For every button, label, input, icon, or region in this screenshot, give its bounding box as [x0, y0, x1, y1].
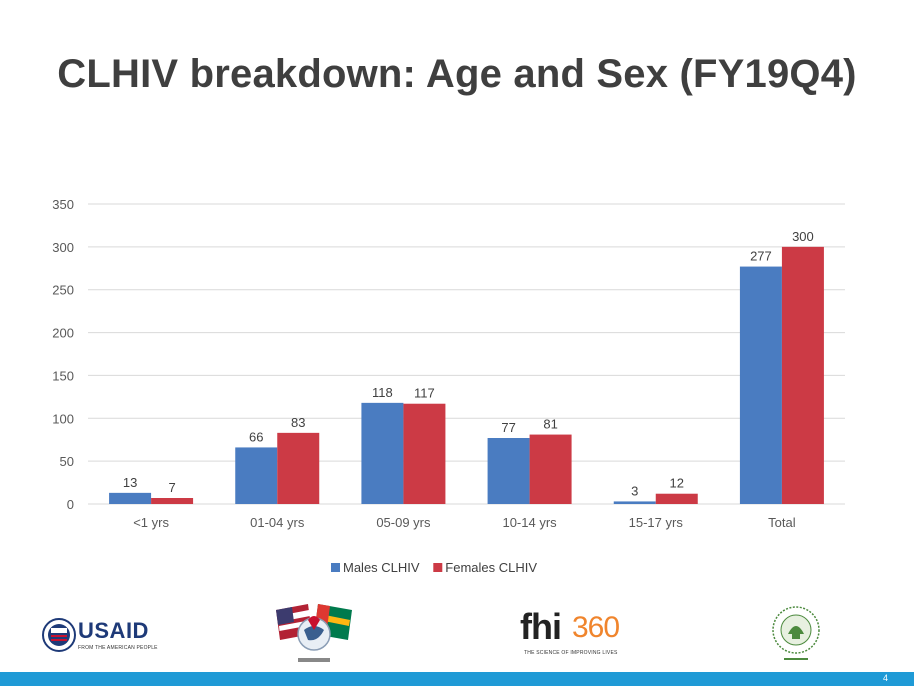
legend-label: Males CLHIV — [343, 560, 420, 575]
flags-icon — [276, 604, 352, 662]
bar-chart: 0 50 100 150 200 250 300 350 13 7 <1 yrs 66 83 01-04 … — [52, 197, 845, 575]
bar-male — [739, 266, 782, 504]
bar-male — [361, 402, 404, 504]
bar-female — [655, 493, 698, 504]
data-label: 77 — [501, 420, 515, 435]
data-label: 300 — [792, 229, 814, 244]
y-tick-label: 350 — [52, 197, 74, 212]
fhi-logo-number: 360 — [572, 611, 620, 644]
y-tick-label: 200 — [52, 326, 74, 341]
bar-female — [529, 434, 572, 504]
bar-female — [277, 432, 320, 504]
bar-male — [487, 438, 530, 504]
usaid-logo: USAID FROM THE AMERICAN PEOPLE — [40, 612, 170, 658]
legend-swatch — [433, 563, 443, 572]
y-tick-label: 250 — [52, 283, 74, 298]
x-tick-label: 15-17 yrs — [629, 515, 684, 530]
data-label: 118 — [372, 385, 393, 400]
partnership-flags-emblem — [268, 600, 360, 668]
data-label: 3 — [631, 483, 638, 498]
usaid-tagline: FROM THE AMERICAN PEOPLE — [78, 645, 158, 651]
footer-bar — [0, 672, 914, 686]
legend-label: Females CLHIV — [445, 560, 537, 575]
slide-title: CLHIV breakdown: Age and Sex (FY19Q4) — [57, 52, 857, 96]
bar-male — [235, 447, 278, 504]
data-label: 277 — [750, 249, 772, 264]
data-label: 83 — [291, 415, 305, 430]
data-label: 81 — [543, 417, 557, 432]
data-label: 7 — [168, 480, 175, 495]
x-tick-label: <1 yrs — [133, 515, 169, 530]
legend-swatch — [331, 563, 340, 572]
y-tick-label: 300 — [52, 240, 74, 255]
x-tick-label: 01-04 yrs — [250, 515, 305, 530]
x-tick-label: 05-09 yrs — [376, 515, 431, 530]
data-label: 117 — [414, 386, 435, 401]
fhi360-tagline: THE SCIENCE OF IMPROVING LIVES — [524, 650, 618, 656]
y-tick-label: 0 — [67, 497, 74, 512]
bar-female — [781, 246, 824, 504]
bar-female — [403, 403, 446, 504]
bar-male — [109, 492, 152, 504]
y-tick-label: 100 — [52, 411, 74, 426]
fhi-logo-text: fhi — [520, 606, 562, 647]
y-tick-label: 150 — [52, 368, 74, 383]
usaid-seal-icon — [42, 618, 76, 652]
y-tick-label: 50 — [60, 454, 74, 469]
x-tick-label: Total — [768, 515, 796, 530]
usaid-logo-text: USAID — [78, 618, 149, 643]
bar-female — [151, 498, 194, 504]
data-label: 13 — [123, 475, 137, 490]
page-number: 4 — [882, 673, 888, 683]
data-label: 66 — [249, 429, 263, 444]
government-seal-logo — [770, 604, 822, 664]
x-tick-label: 10-14 yrs — [502, 515, 557, 530]
fhi360-logo: fhi 360 THE SCIENCE OF IMPROVING LIVES — [518, 606, 634, 658]
data-label: 12 — [670, 476, 684, 491]
seal-icon — [772, 606, 820, 660]
bar-male — [613, 501, 656, 504]
